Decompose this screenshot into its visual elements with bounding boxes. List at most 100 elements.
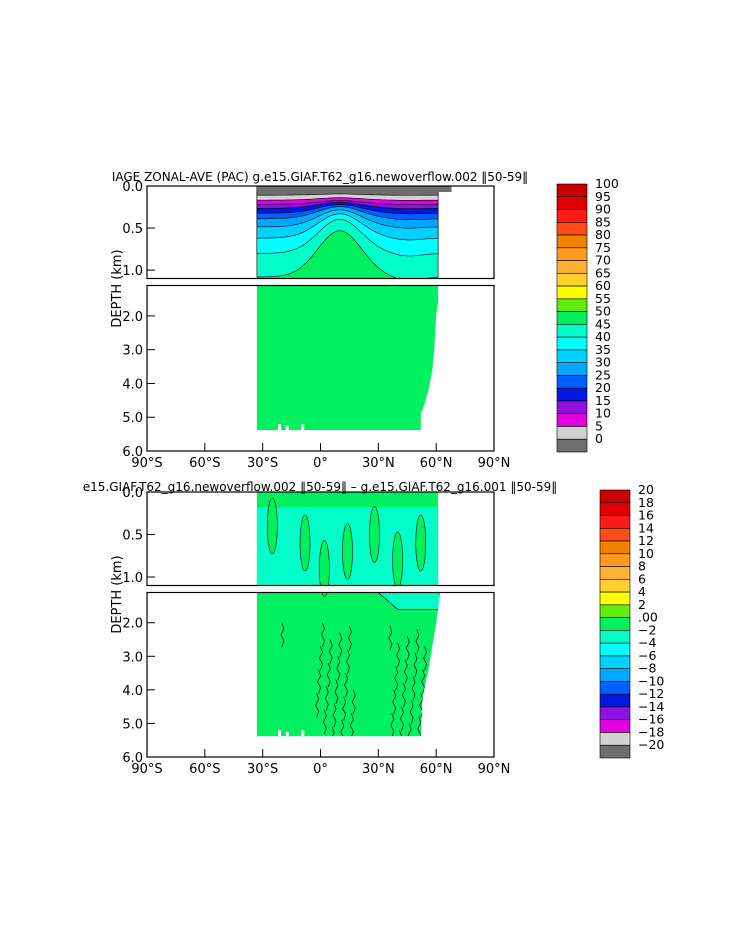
colorbar-swatch <box>599 604 631 618</box>
positive-plume-5 <box>369 506 380 563</box>
colorbar-swatch <box>599 579 631 593</box>
y-tick-label: 1.0 <box>122 571 143 586</box>
colorbar-swatch <box>556 438 588 453</box>
x-tick-label: 30°N <box>362 762 395 777</box>
y-tick-label: 3.0 <box>122 650 143 665</box>
y-tick-label: 6.0 <box>122 445 143 460</box>
colorbar-swatch <box>599 553 631 567</box>
colorbar-swatch <box>556 362 588 376</box>
colorbar-label: 65 <box>595 265 611 280</box>
colorbar-label: −16 <box>638 712 664 727</box>
x-tick-label: 60°S <box>189 762 220 777</box>
x-tick-label: 30°S <box>247 456 278 471</box>
y-tick-label: 5.0 <box>122 411 143 426</box>
colorbar-label: −12 <box>638 686 664 701</box>
y-tick-label: 3.0 <box>122 344 143 359</box>
colorbar-label: 0 <box>595 431 603 446</box>
y-tick-label: 0.5 <box>122 529 143 544</box>
colorbar-label: 35 <box>595 342 611 357</box>
seafloor-mask <box>254 736 443 757</box>
colorbar-swatch <box>556 349 588 363</box>
colorbar-label: −20 <box>638 737 664 752</box>
colorbar-swatch <box>556 324 588 338</box>
colorbar: 1009590858075706560555045403530252015105… <box>556 176 619 453</box>
colorbar-label: 60 <box>595 278 611 293</box>
colorbar-swatch <box>556 298 588 312</box>
panel-2: e15.GIAF.T62_g16.newoverflow.002 ‖50-59‖… <box>83 480 665 777</box>
y-tick-label: 5.0 <box>122 717 143 732</box>
y-tick-label: 4.0 <box>122 684 143 699</box>
y-axis-label: DEPTH (km) <box>110 249 125 327</box>
x-tick-label: 90°N <box>478 456 511 471</box>
colorbar-swatch <box>556 260 588 274</box>
colorbar-swatch <box>599 681 631 695</box>
colorbar-swatch <box>599 591 631 606</box>
chart-title: e15.GIAF.T62_g16.newoverflow.002 ‖50-59‖… <box>83 480 557 494</box>
colorbar-label: 16 <box>638 508 654 523</box>
colorbar-swatch <box>556 183 588 198</box>
x-tick-label: 60°N <box>420 456 453 471</box>
x-tick-label: 30°N <box>362 456 395 471</box>
seamount-3 <box>301 423 305 431</box>
colorbar-swatch <box>556 234 588 249</box>
colorbar-label: 25 <box>595 367 611 382</box>
colorbar-label: 12 <box>638 533 654 548</box>
colorbar-label: −10 <box>638 673 664 688</box>
colorbar-label: 2 <box>638 597 646 612</box>
colorbar-swatch <box>556 375 588 389</box>
colorbar-swatch <box>599 744 631 759</box>
x-tick-label: 0° <box>313 762 328 777</box>
y-tick-label: 4.0 <box>122 377 143 392</box>
upper-frame <box>146 491 495 587</box>
colorbar-label: 8 <box>638 559 646 574</box>
colorbar-swatch <box>556 336 588 351</box>
colorbar-swatch <box>599 630 631 644</box>
positive-plume-7 <box>415 514 427 572</box>
colorbar-label: 18 <box>638 495 654 510</box>
y-tick-label: 2.0 <box>122 617 143 632</box>
positive-plume-3 <box>319 540 330 597</box>
colorbar-swatch <box>599 617 631 631</box>
colorbar-label: 45 <box>595 316 611 331</box>
colorbar-label: 10 <box>638 546 654 561</box>
colorbar-swatch <box>556 426 588 440</box>
seafloor-mask-north <box>420 285 459 451</box>
colorbar-label: 100 <box>595 176 619 191</box>
colorbar-swatch <box>556 311 588 325</box>
colorbar-label: −8 <box>638 661 656 676</box>
colorbar-swatch <box>556 209 588 223</box>
y-tick-label: 0.0 <box>122 180 143 195</box>
x-tick-label: 30°S <box>247 762 278 777</box>
colorbar-swatch <box>556 196 588 210</box>
colorbar-swatch <box>599 693 631 708</box>
y-tick-label: 2.0 <box>122 310 143 325</box>
colorbar-label: 5 <box>595 418 603 433</box>
colorbar-swatch <box>599 540 631 555</box>
colorbar-swatch <box>599 502 631 516</box>
x-tick-label: 60°S <box>189 456 220 471</box>
colorbar-label: 20 <box>595 380 611 395</box>
colorbar-label: 80 <box>595 227 611 242</box>
contour-field <box>254 186 459 451</box>
surface-layer <box>256 186 452 192</box>
panel-1: IAGE ZONAL-AVE (PAC) g.e15.GIAF.T62_g16.… <box>110 170 619 471</box>
colorbar-swatch <box>599 642 631 657</box>
seamount-2 <box>285 425 289 431</box>
positive-plume-1 <box>267 497 278 555</box>
seamount-1 <box>278 423 282 431</box>
seamount-3 <box>301 730 305 737</box>
colorbar-swatch <box>599 668 631 682</box>
colorbar-label: −2 <box>638 622 656 637</box>
y-axis-label: DEPTH (km) <box>110 555 125 633</box>
seamount-2 <box>285 731 289 737</box>
colorbar-label: 85 <box>595 214 611 229</box>
x-tick-label: 90°N <box>478 762 511 777</box>
y-tick-label: 6.0 <box>122 751 143 766</box>
colorbar-label: −4 <box>638 635 656 650</box>
x-tick-label: 60°N <box>420 762 453 777</box>
colorbar-label: 6 <box>638 571 646 586</box>
seafloor-mask <box>254 430 443 451</box>
colorbar-swatch <box>556 413 588 427</box>
colorbar-swatch <box>556 400 588 415</box>
upper-frame <box>146 185 495 280</box>
